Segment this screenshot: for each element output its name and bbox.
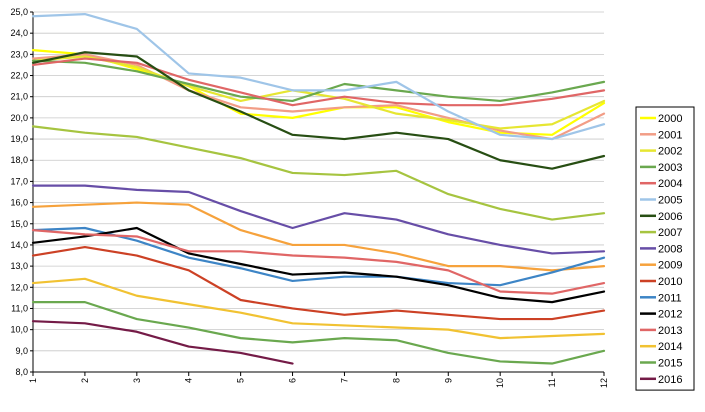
series-line-2002 xyxy=(31,55,606,130)
y-tick-label: 18,0 xyxy=(10,155,28,165)
legend-label: 2011 xyxy=(658,292,682,304)
legend-label: 2004 xyxy=(658,178,682,190)
series-line-2006 xyxy=(31,51,606,170)
legend-label: 2001 xyxy=(658,129,682,141)
x-tick-label: 9 xyxy=(443,378,453,383)
y-tick-label: 14,0 xyxy=(10,240,28,250)
x-tick-label: 7 xyxy=(339,378,349,383)
legend-label: 2016 xyxy=(658,374,682,386)
y-tick-label: 21,0 xyxy=(10,92,28,102)
series-line-2015 xyxy=(31,301,606,365)
x-tick-label: 2 xyxy=(80,378,90,383)
legend-label: 2010 xyxy=(658,276,682,288)
y-tick-label: 13,0 xyxy=(10,261,28,271)
y-tick-label: 17,0 xyxy=(10,176,28,186)
series-line-2003 xyxy=(31,59,606,103)
y-tick-label: 19,0 xyxy=(10,134,28,144)
y-tick-labels: 8,0 9,0 10,0 11,0 12,0 13,0 14,0 15,0 16,0 17,0 18… xyxy=(10,7,28,377)
y-tick-label: 16,0 xyxy=(10,198,28,208)
x-tick-label: 8 xyxy=(391,378,401,383)
series-line-2012 xyxy=(31,226,606,304)
y-tick-label: 10,0 xyxy=(10,325,28,335)
legend: 2000 2001 2002 2003 2004 2005 2006 2007 2008 2009… xyxy=(635,106,695,391)
legend-label: 2013 xyxy=(658,325,682,337)
x-tick-label: 12 xyxy=(599,378,609,388)
series-lines xyxy=(31,13,606,365)
y-tick-label: 12,0 xyxy=(10,282,28,292)
legend-label: 2005 xyxy=(658,195,682,207)
axes xyxy=(32,12,604,373)
x-tick-label: 11 xyxy=(547,378,557,387)
y-tick-label: 20,0 xyxy=(10,113,28,123)
y-tick-label: 15,0 xyxy=(10,219,28,229)
x-tick-label: 3 xyxy=(132,378,142,383)
x-tick-label: 5 xyxy=(236,378,246,383)
legend-label: 2008 xyxy=(658,243,682,255)
y-tick-label: 25,0 xyxy=(10,7,28,17)
x-tick-label: 6 xyxy=(288,378,298,383)
series-line-2009 xyxy=(31,201,606,272)
series-line-2008 xyxy=(31,184,606,255)
x-tick-label: 10 xyxy=(495,378,505,388)
legend-label: 2002 xyxy=(658,146,682,158)
series-line-2010 xyxy=(31,245,606,321)
y-tick-label: 9,0 xyxy=(15,346,28,356)
y-tick-label: 24,0 xyxy=(10,28,28,38)
series-line-2011 xyxy=(31,226,606,287)
x-tick-label: 4 xyxy=(184,378,194,383)
y-tick-label: 23,0 xyxy=(10,49,28,59)
series-line-2004 xyxy=(31,57,606,107)
legend-label: 2007 xyxy=(658,227,682,239)
series-line-2007 xyxy=(31,125,606,221)
legend-label: 2003 xyxy=(658,162,682,174)
series-line-2005 xyxy=(31,13,606,141)
series-line-2013 xyxy=(31,229,606,295)
y-tick-label: 22,0 xyxy=(10,71,28,81)
legend-label: 2006 xyxy=(658,211,682,223)
legend-label: 2015 xyxy=(658,358,682,370)
x-tick-label: 1 xyxy=(28,378,38,383)
legend-label: 2000 xyxy=(658,113,682,125)
legend-label: 2009 xyxy=(658,260,682,272)
x-tick-labels: 1 2 3 4 5 6 7 8 9 10 11 12 xyxy=(28,372,609,388)
legend-label: 2012 xyxy=(658,309,682,321)
y-tick-label: 8,0 xyxy=(15,367,28,377)
series-line-2016 xyxy=(31,320,294,365)
series-line-2014 xyxy=(31,277,606,340)
legend-label: 2014 xyxy=(658,341,682,353)
y-tick-label: 11,0 xyxy=(11,303,28,313)
